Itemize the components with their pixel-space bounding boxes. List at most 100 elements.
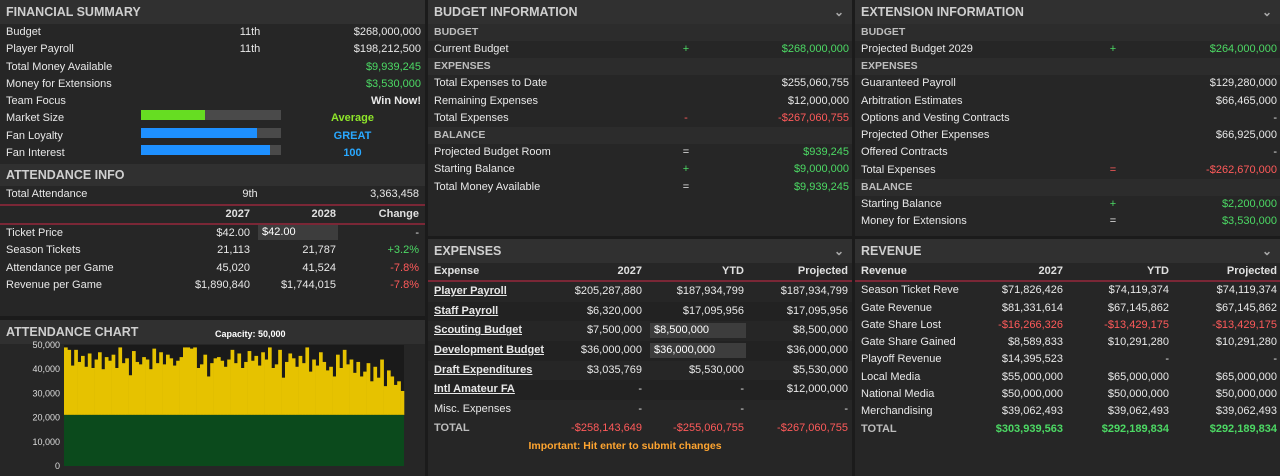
attendance-bar <box>380 359 384 415</box>
meter-bar <box>141 127 281 138</box>
revenue-total-row: TOTAL $303,939,563 $292,189,834 $292,189… <box>855 421 1280 438</box>
attendance-bar <box>121 363 126 415</box>
expense-link[interactable]: Development Budget <box>434 344 545 357</box>
revenue-total-label: TOTAL <box>861 422 897 435</box>
revenue-title[interactable]: REVENUE ⌄ <box>855 239 1280 263</box>
info-row-value: $66,925,000 <box>1215 129 1277 142</box>
info-row-label: Offered Contracts <box>861 146 948 159</box>
info-row: Options and Vesting Contracts - <box>855 110 1280 127</box>
revenue-label: Merchandising <box>861 405 933 418</box>
meter-value: Average <box>330 112 374 125</box>
financial-row-label: Budget <box>6 26 41 38</box>
attendance-bar <box>128 375 133 415</box>
chevron-down-icon[interactable]: ⌄ <box>833 5 844 19</box>
info-row: Starting Balance + $2,200,000 <box>855 196 1280 213</box>
expense-link[interactable]: Intl Amateur FA <box>434 383 515 396</box>
attendance-bar <box>342 349 347 415</box>
revenue-label: Gate Share Lost <box>861 318 942 331</box>
financial-meters: Market Size Average Fan Loyalty GREAT Fan In… <box>0 110 425 162</box>
expenses-total-label: TOTAL <box>434 422 470 435</box>
revenue-row: Local Media $55,000,000 $65,000,000 $65,000… <box>855 369 1280 386</box>
info-row: Projected Budget Room = $939,245 <box>428 144 852 161</box>
attendance-bar <box>268 347 272 415</box>
revenue-projected: $39,062,493 <box>1215 405 1277 418</box>
attendance-bar <box>363 371 367 415</box>
attendance-bar <box>179 357 184 415</box>
expense-budget-input[interactable]: $36,000,000 <box>650 343 746 359</box>
info-row-operator: = <box>1109 215 1117 228</box>
attendance-bar <box>186 347 191 415</box>
attendance-row: Attendance per Game 45,020 41,524 -7.8% <box>0 260 425 277</box>
attendance-bar <box>359 376 364 415</box>
attendance-bar <box>356 361 361 415</box>
attendance-bar <box>87 353 92 415</box>
chevron-down-icon[interactable]: ⌄ <box>1261 244 1272 258</box>
info-row-value: $3,530,000 <box>1221 215 1277 228</box>
financial-row-value: $9,939,245 <box>365 60 421 73</box>
financial-row-value: Win Now! <box>371 95 421 108</box>
info-row-operator: + <box>682 163 690 176</box>
revenue-ytd: - <box>1165 353 1169 366</box>
expense-2027: $6,320,000 <box>586 304 642 317</box>
revenue-header-row: Revenue 2027 YTD Projected <box>855 263 1280 280</box>
revenue-projected: $10,291,280 <box>1215 336 1277 349</box>
y-tick-label: 0 <box>55 461 60 471</box>
revenue-2027: -$16,266,326 <box>998 318 1063 331</box>
expenses-title[interactable]: EXPENSES ⌄ <box>428 239 852 263</box>
expense-link[interactable]: Draft Expenditures <box>434 363 533 376</box>
extension-information-title[interactable]: EXTENSION INFORMATION ⌄ <box>855 0 1280 24</box>
revenue-row: Gate Share Lost -$16,266,326 -$13,429,175 -… <box>855 317 1280 334</box>
info-row-label: Total Expenses <box>434 111 509 124</box>
info-row-value: $268,000,000 <box>781 43 849 55</box>
attendance-bar <box>220 360 225 415</box>
attendance-row: Ticket Price $42.00 $42.00 - <box>0 224 425 242</box>
revenue-ytd: $74,119,374 <box>1108 284 1169 297</box>
info-row-value: $255,060,755 <box>781 77 849 90</box>
attendance-bar <box>261 352 265 415</box>
expense-link[interactable]: Scouting Budget <box>434 324 522 337</box>
attendance-bar <box>393 384 398 415</box>
info-row-value: - <box>1273 146 1277 159</box>
expense-budget-input[interactable]: $8,500,000 <box>650 323 746 339</box>
revenue-projected: -$13,429,175 <box>1212 318 1277 331</box>
info-row-value: $66,465,000 <box>1215 94 1277 107</box>
info-row-label: Projected Budget 2029 <box>861 43 973 55</box>
expenses-total-projected: -$267,060,755 <box>777 422 848 435</box>
attendance-rows: Ticket Price $42.00 $42.00 - Season Tickets 2… <box>0 224 425 294</box>
expense-2027: - <box>638 383 642 396</box>
extension-body: BUDGET Projected Budget 2029 + $264,000,000… <box>855 24 1280 231</box>
expense-row: Player Payroll $205,287,880 $187,934,799 $1… <box>428 282 852 302</box>
col-revenue: Revenue <box>861 265 907 277</box>
attendance-bar <box>383 386 388 415</box>
revenue-2027: $55,000,000 <box>1001 370 1063 383</box>
financial-row-label: Team Focus <box>6 95 66 108</box>
attendance-bar <box>149 369 153 415</box>
expense-ytd: $5,530,000 <box>688 363 744 376</box>
revenue-label: Gate Revenue <box>861 301 932 314</box>
revenue-rows: Season Ticket Reven $71,826,426 $74,119,37… <box>855 282 1280 420</box>
expense-label: Misc. Expenses <box>434 402 512 415</box>
ticket-price-input[interactable]: $42.00 <box>258 224 338 240</box>
attendance-bar <box>387 370 391 415</box>
expense-link[interactable]: Staff Payroll <box>434 304 499 317</box>
info-row: Offered Contracts - <box>855 144 1280 161</box>
attendance-chart: ATTENDANCE CHART Capacity: 50,000 50,000 40… <box>0 320 425 471</box>
financial-row-label: Player Payroll <box>6 43 74 56</box>
info-row-operator: = <box>1109 163 1117 176</box>
revenue-ytd: $67,145,862 <box>1107 301 1169 314</box>
expense-link[interactable]: Player Payroll <box>434 285 507 298</box>
y-tick-label: 50,000 <box>32 340 60 350</box>
budget-information-title[interactable]: BUDGET INFORMATION ⌄ <box>428 0 852 24</box>
attendance-row-change: -7.8% <box>390 278 419 291</box>
attendance-bar <box>332 376 337 415</box>
revenue-panel: REVENUE ⌄ Revenue 2027 YTD Projected Seas… <box>855 239 1280 476</box>
section-header: EXPENSES <box>855 58 1280 76</box>
attendance-bar <box>376 377 381 415</box>
attendance-bar <box>349 359 354 415</box>
chevron-down-icon[interactable]: ⌄ <box>1261 5 1272 19</box>
attendance-bar <box>339 367 344 415</box>
divider <box>0 203 425 206</box>
col-2028: 2028 <box>311 207 336 220</box>
attendance-bar <box>247 351 252 415</box>
chevron-down-icon[interactable]: ⌄ <box>833 244 844 258</box>
